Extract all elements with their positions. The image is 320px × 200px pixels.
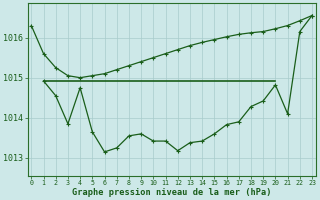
X-axis label: Graphe pression niveau de la mer (hPa): Graphe pression niveau de la mer (hPa) bbox=[72, 188, 271, 197]
